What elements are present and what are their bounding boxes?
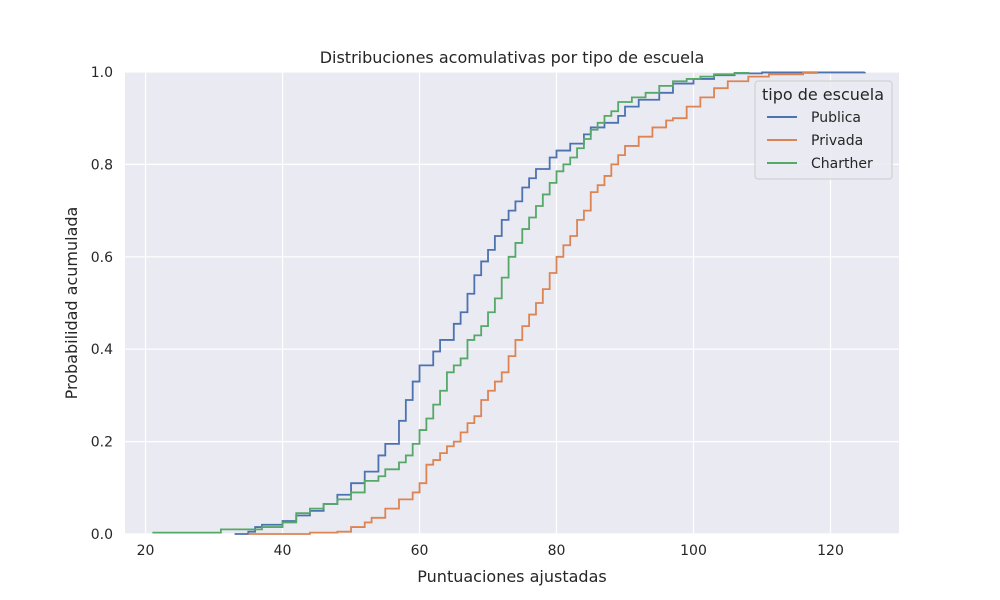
series-line-charther — [152, 72, 750, 534]
legend-items: Publica Privada Charther — [767, 110, 873, 172]
y-tick-label: 0.4 — [91, 342, 113, 358]
legend-title: tipo de escuela — [762, 85, 884, 104]
series-line-publica — [234, 71, 866, 535]
legend-box — [754, 80, 893, 180]
y-tick-label: 0.8 — [91, 157, 113, 173]
legend-label-privada: Privada — [811, 133, 863, 149]
x-tick-labels: 20 40 60 80 100 120 — [137, 543, 844, 559]
x-axis-label: Puntuaciones ajustadas — [417, 567, 606, 586]
x-tick-label: 20 — [137, 543, 155, 559]
legend-label-charther: Charther — [811, 156, 873, 172]
x-tick-label: 40 — [274, 543, 292, 559]
y-tick-label: 1.0 — [91, 65, 113, 81]
y-axis-label: Probabilidad acumulada — [62, 207, 81, 400]
legend-label-publica: Publica — [811, 110, 861, 126]
x-tick-label: 100 — [680, 543, 707, 559]
x-tick-label: 80 — [548, 543, 566, 559]
y-tick-label: 0.0 — [91, 527, 113, 543]
series-line-privada — [248, 72, 818, 535]
x-tick-label: 120 — [817, 543, 844, 559]
series-layer — [152, 71, 866, 535]
legend: tipo de escuela Publica Privada Charther — [754, 80, 893, 180]
y-tick-labels: 0.0 0.2 0.4 0.6 0.8 1.0 — [91, 65, 113, 543]
y-tick-label: 0.2 — [91, 435, 113, 451]
y-tick-label: 0.6 — [91, 250, 113, 266]
chart-title: Distribuciones acomulativas por tipo de … — [320, 48, 705, 67]
x-tick-label: 60 — [411, 543, 429, 559]
